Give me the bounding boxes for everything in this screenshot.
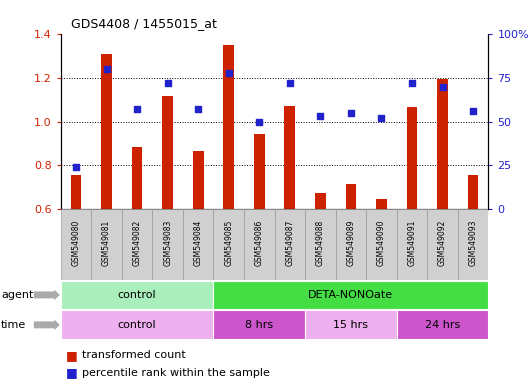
Text: GSM549088: GSM549088: [316, 220, 325, 266]
Bar: [397, 209, 427, 280]
Text: GSM549092: GSM549092: [438, 220, 447, 266]
Bar: [427, 209, 458, 280]
Text: GSM549091: GSM549091: [408, 220, 417, 266]
Bar: [366, 209, 397, 280]
Text: GSM549082: GSM549082: [133, 220, 142, 266]
Point: [286, 80, 294, 86]
Point: [316, 113, 325, 119]
Point: [194, 106, 202, 113]
Text: percentile rank within the sample: percentile rank within the sample: [82, 368, 270, 378]
Text: 8 hrs: 8 hrs: [245, 320, 274, 330]
Bar: [132, 147, 143, 209]
Bar: [223, 45, 234, 209]
Bar: [91, 209, 122, 280]
Bar: [61, 281, 213, 309]
Text: GSM549081: GSM549081: [102, 220, 111, 266]
Bar: [336, 209, 366, 280]
Text: GSM549086: GSM549086: [255, 220, 264, 266]
Text: GDS4408 / 1455015_at: GDS4408 / 1455015_at: [71, 17, 217, 30]
Bar: [101, 54, 112, 209]
Bar: [254, 134, 265, 209]
Bar: [305, 209, 336, 280]
Text: ■: ■: [66, 349, 78, 362]
Point: [469, 108, 477, 114]
Point: [224, 70, 233, 76]
Bar: [153, 209, 183, 280]
Bar: [376, 199, 387, 209]
Bar: [437, 79, 448, 209]
Text: GSM549083: GSM549083: [163, 220, 172, 266]
Point: [438, 84, 447, 90]
Bar: [61, 311, 213, 339]
Bar: [183, 209, 213, 280]
Point: [133, 106, 142, 113]
Bar: [122, 209, 153, 280]
Bar: [213, 281, 488, 309]
Bar: [397, 311, 488, 339]
Text: GSM549090: GSM549090: [377, 220, 386, 266]
Bar: [193, 151, 203, 209]
Bar: [244, 209, 275, 280]
Text: ■: ■: [66, 366, 78, 379]
Text: GSM549080: GSM549080: [71, 220, 80, 266]
Text: control: control: [118, 290, 156, 300]
Text: GSM549084: GSM549084: [194, 220, 203, 266]
Text: GSM549085: GSM549085: [224, 220, 233, 266]
Bar: [275, 209, 305, 280]
Bar: [71, 175, 81, 209]
Point: [347, 110, 355, 116]
Point: [408, 80, 416, 86]
Text: 24 hrs: 24 hrs: [425, 320, 460, 330]
Bar: [468, 175, 478, 209]
Point: [72, 164, 80, 170]
Bar: [213, 209, 244, 280]
Bar: [162, 96, 173, 209]
Text: GSM549087: GSM549087: [285, 220, 294, 266]
Bar: [315, 192, 326, 209]
Point: [164, 80, 172, 86]
Text: GSM549089: GSM549089: [346, 220, 355, 266]
Text: transformed count: transformed count: [82, 350, 185, 360]
Point: [102, 66, 111, 72]
Point: [255, 118, 263, 124]
Text: agent: agent: [1, 290, 33, 300]
Bar: [61, 209, 91, 280]
Text: 15 hrs: 15 hrs: [333, 320, 369, 330]
Bar: [285, 106, 295, 209]
Text: time: time: [1, 320, 26, 330]
Bar: [346, 184, 356, 209]
Text: DETA-NONOate: DETA-NONOate: [308, 290, 393, 300]
Bar: [213, 311, 305, 339]
Bar: [407, 108, 417, 209]
Point: [377, 115, 385, 121]
Bar: [305, 311, 397, 339]
Text: GSM549093: GSM549093: [469, 220, 478, 266]
Bar: [458, 209, 488, 280]
Text: control: control: [118, 320, 156, 330]
